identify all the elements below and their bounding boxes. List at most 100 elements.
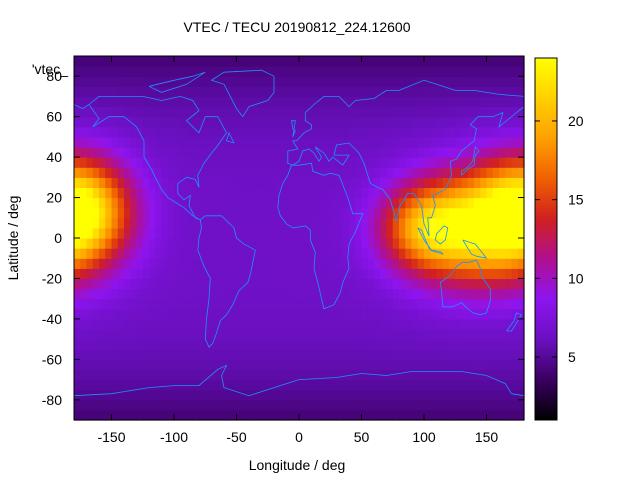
heatmap-cell <box>99 116 106 128</box>
heatmap-cell <box>86 409 94 421</box>
heatmap-cell <box>155 76 163 87</box>
heatmap-cell <box>217 197 225 209</box>
heatmap-cell <box>124 147 131 158</box>
heatmap-cell <box>249 379 256 391</box>
heatmap-cell <box>180 379 188 391</box>
heatmap-cell <box>205 379 213 391</box>
heatmap-cell <box>155 318 163 330</box>
heatmap-cell <box>449 329 456 340</box>
heatmap-cell <box>230 187 238 199</box>
heatmap-cell <box>361 197 369 209</box>
heatmap-cell <box>280 359 288 371</box>
heatmap-cell <box>499 106 506 118</box>
heatmap-cell <box>442 238 450 249</box>
heatmap-cell <box>317 116 325 128</box>
heatmap-cell <box>361 288 369 300</box>
heatmap-cell <box>186 339 194 350</box>
heatmap-cell <box>461 379 469 391</box>
heatmap-cell <box>255 96 263 108</box>
heatmap-cell <box>86 136 94 148</box>
heatmap-cell <box>74 177 81 189</box>
heatmap-cell <box>424 389 431 401</box>
heatmap-cell <box>330 157 338 168</box>
heatmap-cell <box>74 268 81 280</box>
heatmap-cell <box>236 106 244 118</box>
heatmap-cell <box>267 318 275 330</box>
heatmap-cell <box>336 86 344 98</box>
heatmap-cell <box>430 106 438 118</box>
heatmap-cell <box>399 318 406 330</box>
heatmap-cell <box>142 56 150 67</box>
heatmap-cell <box>99 308 106 320</box>
heatmap-cell <box>311 197 319 209</box>
heatmap-cell <box>486 116 494 128</box>
heatmap-cell <box>367 288 375 300</box>
heatmap-cell <box>149 278 156 290</box>
heatmap-cell <box>292 409 300 421</box>
heatmap-cell <box>186 318 194 330</box>
heatmap-cell <box>336 258 344 269</box>
heatmap-cell <box>211 258 219 269</box>
heatmap-cell <box>292 197 300 209</box>
heatmap-cell <box>480 66 488 77</box>
heatmap-cell <box>399 207 406 219</box>
heatmap-cell <box>474 379 481 391</box>
heatmap-cell <box>336 369 344 381</box>
heatmap-cell <box>74 167 81 178</box>
heatmap-cell <box>224 258 231 269</box>
heatmap-cell <box>336 187 344 199</box>
heatmap-cell <box>486 318 494 330</box>
heatmap-cell <box>511 177 519 189</box>
heatmap-cell <box>336 339 344 350</box>
heatmap-cell <box>267 349 275 360</box>
heatmap-cell <box>380 217 388 229</box>
heatmap-cell <box>174 207 181 219</box>
heatmap-cell <box>255 116 263 128</box>
heatmap-cell <box>242 177 250 189</box>
heatmap-cell <box>311 187 319 199</box>
heatmap-cell <box>336 359 344 371</box>
heatmap-cell <box>349 379 356 391</box>
heatmap-cell <box>255 298 263 310</box>
heatmap-cell <box>142 116 150 128</box>
heatmap-cell <box>492 379 500 391</box>
heatmap-cell <box>336 96 344 108</box>
heatmap-cell <box>86 248 94 259</box>
heatmap-cell <box>317 369 325 381</box>
heatmap-cell <box>342 116 350 128</box>
heatmap-cell <box>192 238 200 249</box>
heatmap-cell <box>461 349 469 360</box>
heatmap-cell <box>167 56 175 67</box>
heatmap-cell <box>180 298 188 310</box>
heatmap-cell <box>374 136 381 148</box>
heatmap-cell <box>424 227 431 239</box>
heatmap-cell <box>305 106 313 118</box>
heatmap-cell <box>292 278 300 290</box>
heatmap-cell <box>136 86 144 98</box>
heatmap-cell <box>480 359 488 371</box>
heatmap-cell <box>236 187 244 199</box>
heatmap-cell <box>186 248 194 259</box>
heatmap-cell <box>280 248 288 259</box>
heatmap-cell <box>305 197 313 209</box>
coastline <box>417 227 432 251</box>
heatmap-cell <box>417 147 425 158</box>
heatmap-cell <box>330 359 338 371</box>
heatmap-cell <box>80 227 88 239</box>
heatmap-cell <box>161 147 169 158</box>
y-tick-label: 20 <box>46 190 62 206</box>
heatmap-cell <box>230 56 238 67</box>
heatmap-cell <box>474 126 481 138</box>
heatmap-cell <box>305 66 313 77</box>
heatmap-cell <box>436 177 444 189</box>
coastline <box>506 312 523 332</box>
heatmap-cell <box>380 227 388 239</box>
heatmap-cell <box>461 389 469 401</box>
heatmap-cell <box>117 197 125 209</box>
heatmap-cell <box>224 248 231 259</box>
heatmap-cell <box>511 207 519 219</box>
heatmap-cell <box>274 116 281 128</box>
heatmap-cell <box>255 349 263 360</box>
heatmap-cell <box>274 126 281 138</box>
heatmap-cell <box>192 248 200 259</box>
